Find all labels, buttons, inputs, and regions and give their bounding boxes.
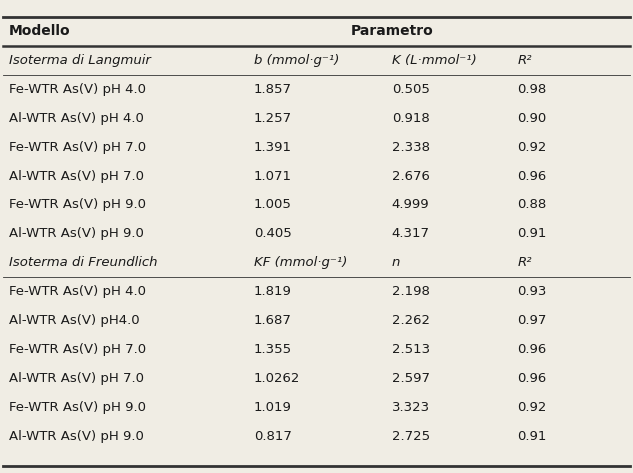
Text: 4.317: 4.317: [392, 228, 430, 240]
Text: b (mmol·g⁻¹): b (mmol·g⁻¹): [254, 54, 339, 67]
Text: Isoterma di Freundlich: Isoterma di Freundlich: [9, 256, 158, 270]
Text: R²: R²: [517, 256, 532, 270]
Text: 0.96: 0.96: [517, 169, 546, 183]
Text: Fe-WTR As(V) pH 4.0: Fe-WTR As(V) pH 4.0: [9, 83, 146, 96]
Text: 2.198: 2.198: [392, 285, 430, 298]
Text: n: n: [392, 256, 400, 270]
Text: Fe-WTR As(V) pH 7.0: Fe-WTR As(V) pH 7.0: [9, 343, 146, 356]
Text: Fe-WTR As(V) pH 9.0: Fe-WTR As(V) pH 9.0: [9, 401, 146, 414]
Text: Fe-WTR As(V) pH 7.0: Fe-WTR As(V) pH 7.0: [9, 140, 146, 154]
Text: 0.505: 0.505: [392, 83, 430, 96]
Text: 0.92: 0.92: [517, 140, 547, 154]
Text: Fe-WTR As(V) pH 9.0: Fe-WTR As(V) pH 9.0: [9, 199, 146, 211]
Text: Al-WTR As(V) pH 9.0: Al-WTR As(V) pH 9.0: [9, 228, 144, 240]
Text: 0.96: 0.96: [517, 372, 546, 385]
Text: Al-WTR As(V) pH 7.0: Al-WTR As(V) pH 7.0: [9, 169, 144, 183]
Text: R²: R²: [517, 54, 532, 67]
Text: 3.323: 3.323: [392, 401, 430, 414]
Text: 4.999: 4.999: [392, 199, 429, 211]
Text: Al-WTR As(V) pH 4.0: Al-WTR As(V) pH 4.0: [9, 112, 144, 124]
Text: 2.338: 2.338: [392, 140, 430, 154]
Text: 2.725: 2.725: [392, 430, 430, 443]
Text: 0.405: 0.405: [254, 228, 292, 240]
Text: 1.819: 1.819: [254, 285, 292, 298]
Text: 2.513: 2.513: [392, 343, 430, 356]
Text: 0.91: 0.91: [517, 228, 547, 240]
Text: 1.257: 1.257: [254, 112, 292, 124]
Text: 1.355: 1.355: [254, 343, 292, 356]
Text: 1.857: 1.857: [254, 83, 292, 96]
Text: 1.687: 1.687: [254, 314, 292, 327]
Text: Al-WTR As(V) pH4.0: Al-WTR As(V) pH4.0: [9, 314, 140, 327]
Text: 0.96: 0.96: [517, 343, 546, 356]
Text: 2.262: 2.262: [392, 314, 430, 327]
Text: 0.97: 0.97: [517, 314, 547, 327]
Text: 2.676: 2.676: [392, 169, 430, 183]
Text: 0.90: 0.90: [517, 112, 546, 124]
Text: Parametro: Parametro: [351, 24, 433, 38]
Text: 0.91: 0.91: [517, 430, 547, 443]
Text: 0.918: 0.918: [392, 112, 430, 124]
Text: Modello: Modello: [9, 24, 71, 38]
Text: 0.92: 0.92: [517, 401, 547, 414]
Text: 1.0262: 1.0262: [254, 372, 300, 385]
Text: KF (mmol·g⁻¹): KF (mmol·g⁻¹): [254, 256, 347, 270]
Text: 1.071: 1.071: [254, 169, 292, 183]
Text: 1.391: 1.391: [254, 140, 292, 154]
Text: 1.005: 1.005: [254, 199, 292, 211]
Text: 1.019: 1.019: [254, 401, 292, 414]
Text: 0.817: 0.817: [254, 430, 292, 443]
Text: Fe-WTR As(V) pH 4.0: Fe-WTR As(V) pH 4.0: [9, 285, 146, 298]
Text: 0.93: 0.93: [517, 285, 547, 298]
Text: Isoterma di Langmuir: Isoterma di Langmuir: [9, 54, 151, 67]
Text: 2.597: 2.597: [392, 372, 430, 385]
Text: 0.88: 0.88: [517, 199, 546, 211]
Text: 0.98: 0.98: [517, 83, 546, 96]
Text: K (L·mmol⁻¹): K (L·mmol⁻¹): [392, 54, 477, 67]
Text: Al-WTR As(V) pH 9.0: Al-WTR As(V) pH 9.0: [9, 430, 144, 443]
Text: Al-WTR As(V) pH 7.0: Al-WTR As(V) pH 7.0: [9, 372, 144, 385]
